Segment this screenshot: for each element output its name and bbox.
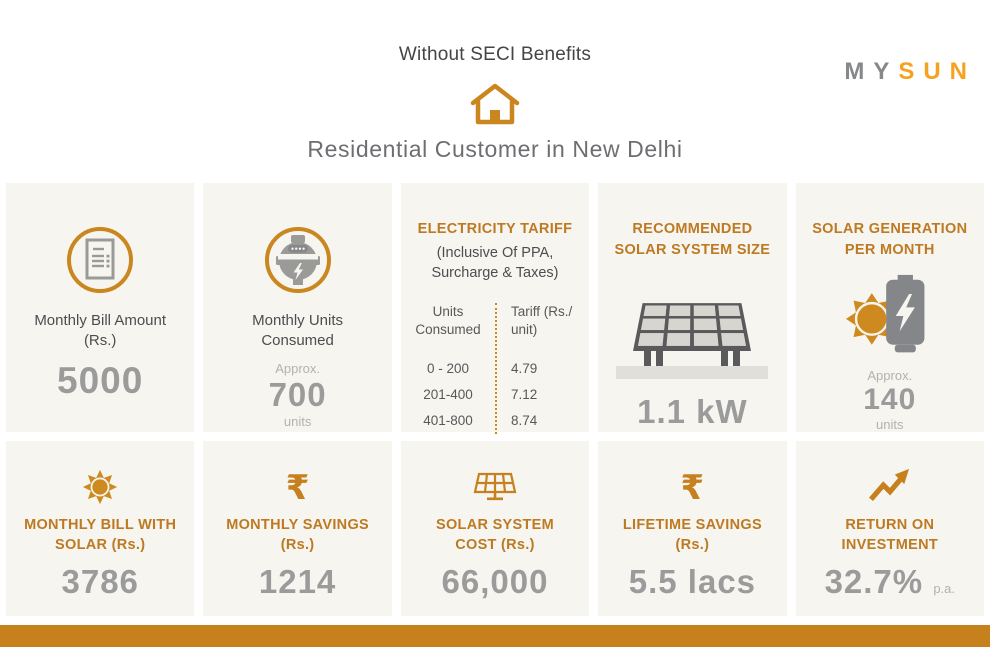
rupee-icon: ₹ (680, 468, 705, 508)
header: Without SECI Benefits Residential Custom… (0, 0, 990, 183)
generation-heading: SOLAR GENERATION PER MONTH (812, 221, 968, 259)
sun-battery-icon (840, 273, 940, 366)
bottom-accent-bar (0, 625, 990, 647)
mysun-logo: MYSUN (844, 58, 976, 86)
tariff-subheading: (Inclusive Of PPA, Surcharge & Taxes) (431, 245, 559, 281)
page-title: Without SECI Benefits (398, 44, 592, 65)
generation-approx: Approx. (867, 368, 913, 384)
sun-icon (82, 459, 118, 505)
tariff-units-column: Units Consumed 0 - 200 201-400 401-800 (411, 303, 495, 433)
roi-label: RETURN ON INVESTMENT (841, 517, 938, 554)
ground-bar (616, 366, 769, 380)
tariff-units-0: 0 - 200 (426, 360, 469, 376)
logo-text-orange: SUN (898, 58, 976, 85)
generation-value: 140 (863, 383, 917, 417)
tariff-heading: ELECTRICITY TARIFF (417, 221, 573, 237)
card-roi: RETURN ON INVESTMENT 32.7% p.a. (795, 441, 984, 616)
roi-percent: 32.7% (824, 562, 924, 600)
lifetime-savings-label: LIFETIME SAVINGS (Rs.) (622, 517, 762, 554)
trend-up-arrow-icon (866, 459, 914, 505)
monthly-units-value: 700 (268, 375, 327, 413)
row1-cards: Monthly Bill Amount (Rs.) 5000 Monthly U… (0, 183, 990, 434)
tariff-units-1: 201-400 (423, 386, 473, 402)
tariff-rate-column: Tariff (Rs./ unit) 4.79 7.12 8.74 (494, 303, 579, 434)
monthly-bill-label: Monthly Bill Amount (Rs.) (34, 312, 167, 350)
rupee-icon: ₹ (285, 468, 310, 508)
monthly-units-unit: units (283, 413, 312, 429)
row2-cards: MONTHLY BILL WITH SOLAR (Rs.) 3786 ₹ MON… (0, 441, 990, 616)
monthly-units-approx: Approx. (275, 360, 320, 376)
tariff-rate-0: 4.79 (510, 360, 538, 376)
bill-with-solar-value: 3786 (61, 562, 139, 600)
tariff-units-2: 401-800 (423, 412, 473, 428)
card-system-cost: SOLAR SYSTEM COST (Rs.) 66,000 (400, 441, 590, 616)
card-system-size: RECOMMENDED SOLAR SYSTEM SIZE 1.1 kW (598, 183, 787, 432)
tariff-rate-2: 8.74 (510, 412, 538, 428)
solar-panel-outline-icon (469, 459, 521, 505)
system-cost-label: SOLAR SYSTEM COST (Rs.) (435, 517, 554, 554)
tariff-rate-1: 7.12 (510, 386, 538, 402)
system-size-heading: RECOMMENDED SOLAR SYSTEM SIZE (614, 221, 771, 259)
card-monthly-units: Monthly Units Consumed Approx. 700 units (203, 183, 392, 432)
card-bill-with-solar: MONTHLY BILL WITH SOLAR (Rs.) 3786 (6, 441, 195, 616)
card-solar-generation: SOLAR GENERATION PER MONTH Approx. 140 u… (795, 183, 984, 433)
card-monthly-savings: ₹ MONTHLY SAVINGS (Rs.) 1214 (203, 441, 392, 616)
card-electricity-tariff: ELECTRICITY TARIFF (Inclusive Of PPA, Su… (400, 183, 590, 434)
bill-icon (67, 227, 134, 293)
system-cost-value: 66,000 (441, 562, 549, 600)
card-monthly-bill-amount: Monthly Bill Amount (Rs.) 5000 (6, 183, 195, 432)
solar-panel-icon (616, 285, 769, 380)
system-size-value: 1.1 kW (637, 393, 748, 431)
house-icon (469, 82, 521, 128)
roi-suffix: p.a. (933, 580, 955, 596)
monthly-savings-label: MONTHLY SAVINGS (Rs.) (226, 517, 369, 554)
page-subtitle: Residential Customer in New Delhi (307, 136, 683, 162)
monthly-units-label: Monthly Units Consumed (252, 312, 344, 350)
monthly-savings-value: 1214 (258, 562, 337, 600)
roi-value: 32.7% p.a. (825, 563, 955, 601)
electricity-meter-icon (264, 227, 331, 293)
tariff-units-header: Units Consumed (415, 304, 481, 338)
monthly-bill-value: 5000 (57, 359, 144, 401)
logo-text-gray: MY (844, 58, 899, 85)
generation-unit: units (876, 417, 904, 433)
tariff-table: Units Consumed 0 - 200 201-400 401-800 T… (411, 303, 579, 434)
bill-with-solar-label: MONTHLY BILL WITH SOLAR (Rs.) (24, 517, 177, 554)
tariff-rate-header: Tariff (Rs./ unit) (510, 304, 573, 338)
card-lifetime-savings: ₹ LIFETIME SAVINGS (Rs.) 5.5 lacs (598, 441, 787, 616)
lifetime-savings-value: 5.5 lacs (628, 562, 757, 600)
